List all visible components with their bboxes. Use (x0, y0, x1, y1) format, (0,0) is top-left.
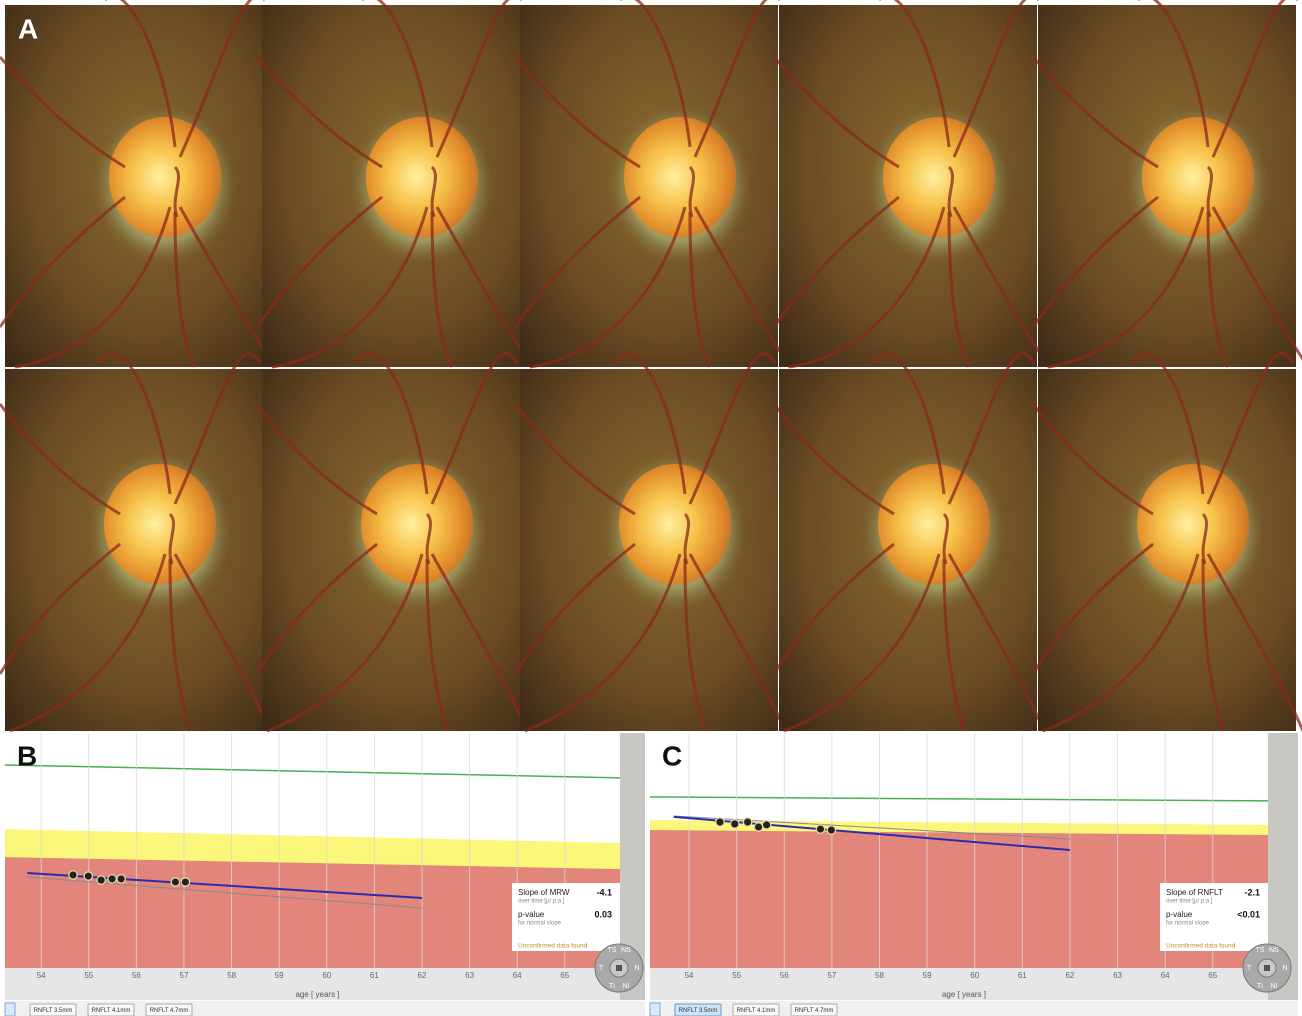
charts: 54 55 56 57 58 59 60 61 62 63 64 65 age [ years ] Slo… (5, 733, 1298, 1016)
x-tick-label: 61 (1018, 971, 1027, 980)
fundus-image (774, 353, 1044, 731)
compass-label: NS (1269, 947, 1279, 954)
x-tick-label: 62 (1065, 971, 1074, 980)
x-tick-label: 55 (84, 971, 93, 980)
x-tick-label: 59 (275, 971, 284, 980)
data-point (827, 826, 835, 834)
view-button-label: RNFLT 4.7mm (150, 1008, 189, 1014)
fundus-image (0, 353, 270, 731)
sector-compass: TS NS T N TI NI (1243, 944, 1291, 992)
x-axis-label: age [ years ] (295, 990, 339, 999)
panel-label: C (662, 740, 682, 771)
data-point (762, 821, 770, 829)
data-point (69, 871, 77, 879)
x-tick-label: 61 (370, 971, 379, 980)
compass-label: NS (621, 947, 631, 954)
x-tick-label: 63 (1113, 971, 1122, 980)
view-button-label: RNFLT 3.5mm (679, 1008, 718, 1014)
info-subtitle: over time [µ/ p.a.] (1166, 899, 1213, 905)
compass-center (616, 965, 622, 971)
compass-label: T (1247, 965, 1252, 972)
bar-edge (650, 1003, 660, 1016)
x-axis-label: age [ years ] (942, 990, 986, 999)
fundus-image (774, 0, 1049, 367)
chart-panel: 54 55 56 57 58 59 60 61 62 63 64 65 age [ years ] Slo… (5, 733, 645, 1016)
x-tick-label: 57 (180, 971, 189, 980)
info-subtitle: over time [µ/ p.a.] (518, 899, 565, 905)
view-button-label: RNFLT 4.7mm (795, 1008, 834, 1014)
compass-center (1264, 965, 1270, 971)
panel-label: B (17, 740, 37, 771)
compass-label: TS (608, 947, 617, 954)
p-value: <0.01 (1237, 909, 1260, 919)
panel-label: A (18, 13, 38, 44)
data-point (716, 818, 724, 826)
p-value: 0.03 (594, 909, 612, 919)
fundus-image (1033, 0, 1302, 367)
chart-panel: 54 55 56 57 58 59 60 61 62 63 64 65 age [ years ] Slo… (650, 733, 1298, 1016)
compass-label: TI (609, 983, 615, 990)
p-label: p-value (1166, 910, 1193, 919)
compass-label: N (634, 965, 639, 972)
compass-label: NI (1271, 983, 1278, 990)
x-tick-label: 54 (37, 971, 46, 980)
info-title: Slope of RNFLT (1166, 888, 1223, 897)
fundus-image (257, 353, 527, 731)
fundus-images (0, 0, 1302, 731)
x-tick-label: 58 (875, 971, 884, 980)
compass-label: NI (623, 983, 630, 990)
p-subtitle: for normal slope (518, 921, 562, 927)
x-tick-label: 59 (923, 971, 932, 980)
info-note: Unconfirmed data found (1166, 943, 1236, 950)
figure: A 54 55 56 57 58 59 60 61 62 63 64 65 age [ years ] S… (0, 0, 1302, 1016)
compass-label: N (1282, 965, 1287, 972)
compass-label: T (599, 965, 604, 972)
x-tick-label: 57 (827, 971, 836, 980)
p-subtitle: for normal slope (1166, 921, 1210, 927)
x-tick-label: 54 (685, 971, 694, 980)
x-tick-label: 58 (227, 971, 236, 980)
data-point (743, 818, 751, 826)
data-point (181, 878, 189, 886)
x-tick-label: 55 (732, 971, 741, 980)
compass-label: TS (1256, 947, 1265, 954)
view-button-label: RNFLT 4.1mm (737, 1008, 776, 1014)
x-tick-label: 63 (465, 971, 474, 980)
view-button-label: RNFLT 3.5mm (34, 1008, 73, 1014)
sector-compass: TS NS T N TI NI (595, 944, 643, 992)
x-tick-label: 56 (780, 971, 789, 980)
data-point (816, 825, 824, 833)
data-point (108, 875, 116, 883)
fundus-image (515, 0, 790, 367)
compass-label: TI (1257, 983, 1263, 990)
slope-value: -2.1 (1244, 887, 1260, 897)
slope-value: -4.1 (596, 887, 612, 897)
data-point (754, 823, 762, 831)
x-tick-label: 56 (132, 971, 141, 980)
x-tick-label: 64 (1161, 971, 1170, 980)
fundus-image (1033, 353, 1302, 731)
data-point (97, 876, 105, 884)
x-tick-label: 65 (1208, 971, 1217, 980)
x-tick-label: 60 (970, 971, 979, 980)
bar-edge (5, 1003, 15, 1016)
data-point (731, 820, 739, 828)
fundus-image (0, 0, 275, 367)
data-point (84, 872, 92, 880)
info-title: Slope of MRW (518, 888, 570, 897)
data-point (117, 875, 125, 883)
p-label: p-value (518, 910, 545, 919)
fundus-image (515, 353, 785, 731)
x-tick-label: 62 (418, 971, 427, 980)
view-button-label: RNFLT 4.1mm (92, 1008, 131, 1014)
x-tick-label: 65 (560, 971, 569, 980)
x-tick-label: 64 (513, 971, 522, 980)
data-point (171, 878, 179, 886)
x-tick-label: 60 (322, 971, 331, 980)
fundus-image (257, 0, 532, 367)
info-note: Unconfirmed data found (518, 943, 588, 950)
